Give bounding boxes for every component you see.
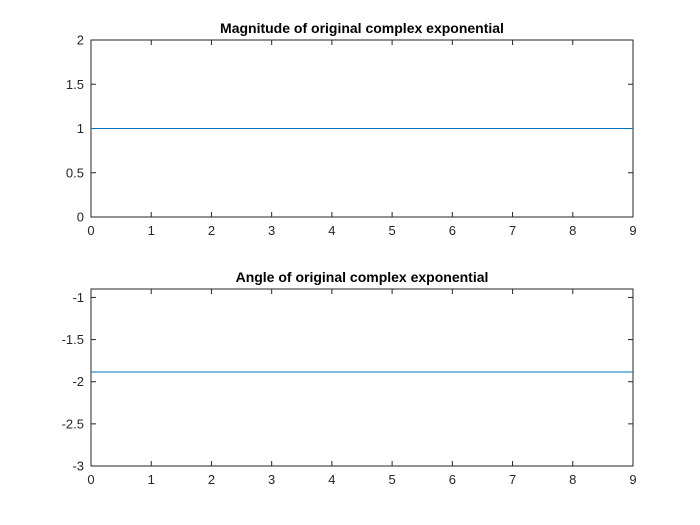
x-tick-label: 7 [509,472,516,487]
x-tick-label: 0 [87,223,94,238]
y-tick-label: -1 [72,290,84,305]
y-tick-label: -2 [72,374,84,389]
y-tick-label: 1 [77,121,84,136]
x-tick-label: 9 [629,223,636,238]
x-tick-label: 6 [449,223,456,238]
x-tick-label: 9 [629,472,636,487]
x-tick-label: 2 [208,223,215,238]
axes-box [90,288,634,467]
x-tick-label: 1 [148,223,155,238]
x-tick-label: 6 [449,472,456,487]
x-tick-label: 2 [208,472,215,487]
x-tick-label: 4 [328,472,335,487]
angle-title: Angle of original complex exponential [236,269,489,285]
x-tick-label: 7 [509,223,516,238]
y-tick-label: 0.5 [66,165,84,180]
y-tick-label: -1.5 [62,332,84,347]
y-tick-label: -2.5 [62,416,84,431]
x-tick-label: 8 [569,472,576,487]
angle-subplot: Angle of original complex exponential 0 1… [62,269,637,487]
y-tick-label: -3 [72,459,84,474]
x-tick-label: 0 [87,472,94,487]
x-tick-label: 5 [388,472,395,487]
x-tick-label: 4 [328,223,335,238]
y-tick-label: 2 [77,33,84,48]
x-tick-label: 3 [268,223,275,238]
magnitude-subplot: Magnitude of original complex exponentia… [66,20,637,238]
x-tick-label: 1 [148,472,155,487]
x-tick-label: 5 [388,223,395,238]
y-tick-label: 1.5 [66,77,84,92]
x-tick-label: 8 [569,223,576,238]
magnitude-title: Magnitude of original complex exponentia… [220,20,504,36]
x-tick-label: 3 [268,472,275,487]
y-tick-label: 0 [77,210,84,225]
